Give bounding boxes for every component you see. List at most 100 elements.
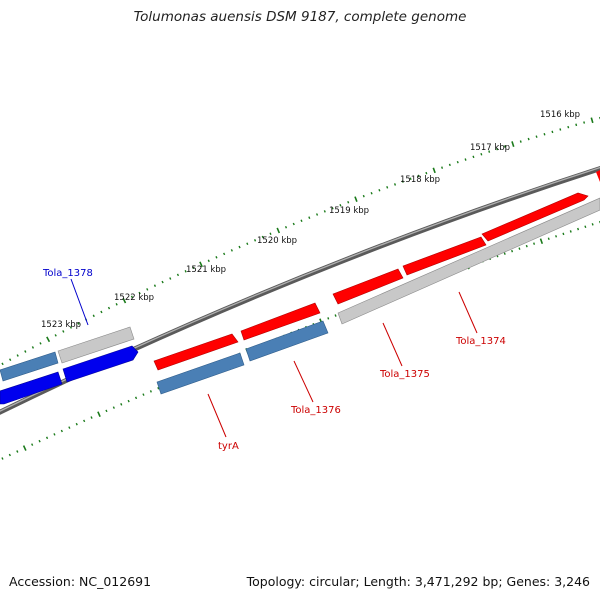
ruler-label-1520: 1520 kbp <box>257 236 297 246</box>
ruler-minor-tick <box>496 147 499 151</box>
ruler-minor-tick <box>69 326 73 329</box>
ruler-minor-tick <box>45 436 49 440</box>
gene-feature-tyrA[interactable] <box>153 333 239 371</box>
ruler-minor-tick <box>417 174 420 178</box>
ruler-minor-tick <box>253 239 257 242</box>
ruler-minor-tick <box>157 386 160 390</box>
ruler-minor-tick <box>535 135 538 138</box>
ruler-minor-tick <box>138 291 141 295</box>
ruler-minor-tick <box>555 235 558 238</box>
ruler-minor-tick <box>525 244 528 248</box>
ruler-minor-tick <box>543 133 546 136</box>
ruler-minor-tick <box>401 180 404 183</box>
ruler-major-tick <box>97 411 101 418</box>
ruler-minor-tick <box>90 416 93 419</box>
ruler-minor-tick <box>503 145 506 148</box>
ruler-minor-tick <box>323 210 326 213</box>
ruler-minor-tick <box>39 342 42 345</box>
ruler-minor-tick <box>269 232 272 235</box>
ruler-minor-tick <box>184 270 187 273</box>
ruler-minor-tick <box>53 433 56 436</box>
gene-label-tola-1375[interactable]: Tola_1375 <box>379 369 430 380</box>
ruler-minor-tick <box>207 259 210 263</box>
ruler-minor-tick <box>533 242 536 245</box>
ruler-minor-tick <box>68 426 71 429</box>
gene-label-tyra[interactable]: tyrA <box>218 441 239 452</box>
ruler-minor-tick <box>149 390 152 393</box>
gene-feature-grey-inner[interactable] <box>337 197 600 325</box>
ruler-minor-tick <box>547 237 550 241</box>
ruler-minor-tick <box>577 227 580 231</box>
ruler-minor-tick <box>153 284 157 287</box>
ruler-minor-tick <box>107 306 111 310</box>
ruler-minor-tick <box>75 422 78 426</box>
accession-text: Accession: NC_012691 <box>9 574 152 589</box>
gene-feature-steel-inner-2[interactable] <box>245 320 329 362</box>
ruler-minor-tick <box>567 125 570 129</box>
ruler-minor-tick <box>518 247 521 250</box>
ruler-minor-tick <box>409 177 412 181</box>
ruler-minor-tick <box>292 222 295 226</box>
gene-label-tola-1376[interactable]: Tola_1376 <box>290 405 341 416</box>
ruler-minor-tick <box>559 128 562 131</box>
ruler-minor-tick <box>115 303 118 306</box>
callout-line-tola-1378 <box>70 278 89 326</box>
gene-feature-steel[interactable] <box>0 351 59 382</box>
ruler-label-1518: 1518 kbp <box>400 175 440 185</box>
ruler-minor-tick <box>77 322 80 325</box>
ruler-minor-tick <box>112 406 115 409</box>
ruler-major-tick <box>22 445 27 451</box>
ruler-minor-tick <box>8 453 11 457</box>
gene-feature-tola-1378[interactable] <box>0 371 63 405</box>
ruler-minor-tick <box>246 242 249 245</box>
callout-line-tola-1374 <box>458 291 478 334</box>
ruler-minor-tick <box>519 140 522 143</box>
ruler-minor-tick <box>575 123 578 127</box>
ruler-minor-tick <box>31 346 35 349</box>
ruler-minor-tick <box>448 163 451 167</box>
ruler-minor-tick <box>169 277 172 280</box>
ruler-minor-tick <box>223 252 226 256</box>
ruler-minor-tick <box>370 191 373 195</box>
ruler-minor-tick <box>583 121 586 124</box>
ruler-minor-tick <box>105 409 108 413</box>
ruler-major-tick <box>511 141 515 147</box>
gene-feature-tola-1376[interactable] <box>240 302 321 341</box>
ruler-major-tick <box>432 167 436 174</box>
ruler-minor-tick <box>120 403 123 406</box>
gene-feature-steel-inner[interactable] <box>156 352 245 395</box>
ruler-minor-tick <box>146 288 149 291</box>
ruler-major-tick <box>199 261 203 268</box>
ruler-minor-tick <box>584 225 587 229</box>
ruler-minor-tick <box>386 186 389 189</box>
ruler-label-1523: 1523 kbp <box>41 320 81 330</box>
ruler-minor-tick <box>425 171 428 175</box>
ruler-minor-tick <box>480 152 483 156</box>
gene-feature-tola-1374-part[interactable] <box>402 236 487 276</box>
ruler-minor-tick <box>331 207 334 210</box>
ruler-major-tick <box>46 336 51 343</box>
ruler-minor-tick <box>347 200 350 204</box>
ruler-minor-tick <box>300 219 303 223</box>
gene-label-tola-1378[interactable]: Tola_1378 <box>42 268 93 279</box>
ruler-major-tick <box>539 238 544 245</box>
gene-feature-tola-1375[interactable] <box>332 268 404 305</box>
ruler-minor-tick <box>238 245 241 249</box>
ruler-minor-tick <box>100 310 103 314</box>
gene-feature-red-edge[interactable] <box>596 170 600 182</box>
ruler-minor-tick <box>92 314 95 318</box>
gene-feature-red-arrow[interactable] <box>481 192 589 242</box>
ruler-minor-tick <box>62 330 65 333</box>
gene-label-tola-1374[interactable]: Tola_1374 <box>455 336 506 347</box>
ruler-major-tick <box>590 117 594 124</box>
ruler-minor-tick <box>393 183 397 186</box>
ruler-minor-tick <box>176 273 180 277</box>
gene-feature-grey[interactable] <box>57 326 135 364</box>
ruler-minor-tick <box>308 216 311 219</box>
gene-feature-tola-1378-arrow[interactable] <box>62 345 139 383</box>
outer-ruler-ticks <box>1 116 600 366</box>
ruler-minor-tick <box>261 235 264 239</box>
ruler-minor-tick <box>488 150 491 153</box>
